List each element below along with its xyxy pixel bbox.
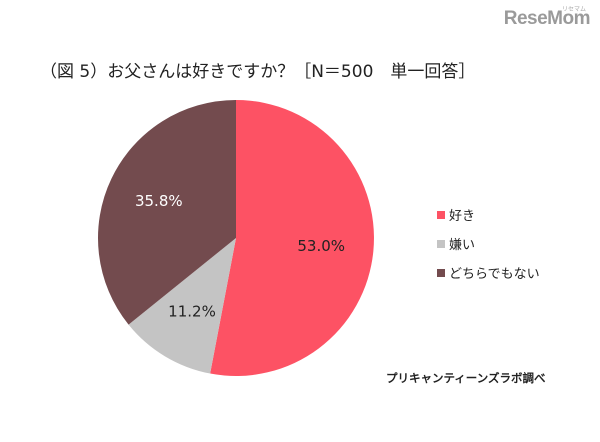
legend-swatch xyxy=(437,239,445,248)
pie-slice-dislike xyxy=(128,238,236,374)
pie-label-dislike: 11.2% xyxy=(168,302,216,320)
resemom-logo: ReseMom xyxy=(503,8,591,29)
pie-slice-like xyxy=(210,100,374,376)
pie-label-neutral: 35.8% xyxy=(135,192,183,210)
resemom-logo-subtext: リセマム xyxy=(561,6,586,13)
chart-source: プリキャンティーンズラボ調べ xyxy=(386,371,546,385)
pie-label-like: 53.0% xyxy=(297,237,345,255)
legend-label: 嫌い xyxy=(449,238,476,253)
chart-legend: 好き嫌いどちらでもない xyxy=(437,200,540,287)
legend-item-dislike: 嫌い xyxy=(437,229,540,258)
legend-item-like: 好き xyxy=(437,200,540,229)
pie-slice-neutral xyxy=(97,100,236,325)
legend-swatch xyxy=(437,210,445,219)
legend-label: 好き xyxy=(449,209,476,224)
legend-swatch xyxy=(437,268,445,277)
chart-title: （図 5）お父さんは好きですか？［N＝500 単一回答］ xyxy=(40,62,476,82)
legend-label: どちらでもない xyxy=(449,267,540,282)
legend-item-neutral: どちらでもない xyxy=(437,258,540,287)
